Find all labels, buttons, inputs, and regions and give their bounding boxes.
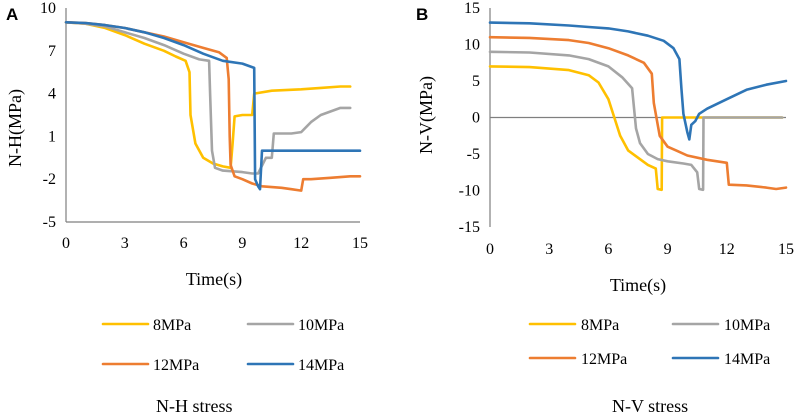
panel-b-series-line-10mpa bbox=[488, 50, 784, 192]
legend-a-14mpa-label: 14MPa bbox=[298, 357, 344, 374]
legend-b-14mpa-label: 14MPa bbox=[724, 351, 770, 368]
panel-a-y-axis-label: N-H(MPa) bbox=[5, 89, 26, 167]
panel-b-x-tick-label: 3 bbox=[545, 241, 553, 258]
panel-a-y-tick-label: 7 bbox=[48, 43, 56, 60]
panel-b-x-axis-label: Time(s) bbox=[610, 275, 666, 296]
panel-a-x-tick-label: 0 bbox=[62, 235, 70, 252]
panel-b-y-tick-label: -10 bbox=[459, 183, 480, 200]
legend-b-12mpa-label: 12MPa bbox=[581, 351, 627, 368]
panel-b-x-tick-label: 15 bbox=[778, 241, 794, 258]
panel-a-y-tick-label: -5 bbox=[43, 214, 56, 231]
panel-b-caption: N-V stress bbox=[612, 396, 688, 416]
panel-a-ticks: 10 7 4 1 -2 -5 0 3 6 9 12 15 bbox=[40, 0, 368, 252]
panel-a-caption: N-H stress bbox=[156, 396, 233, 416]
panel-b-y-axis-label: N-V(MPa) bbox=[416, 76, 437, 154]
legend-b-8mpa-label: 8MPa bbox=[581, 317, 619, 334]
panel-b-y-tick-label: -5 bbox=[467, 146, 480, 163]
legend-a-10mpa-label: 10MPa bbox=[298, 317, 344, 334]
panel-b-series-line-8mpa bbox=[488, 65, 784, 192]
panel-a-x-tick-label: 15 bbox=[352, 235, 368, 252]
panel-a-x-tick-label: 3 bbox=[121, 235, 129, 252]
panel-a-series-group bbox=[64, 20, 362, 192]
legend-a-8mpa-label: 8MPa bbox=[153, 317, 191, 334]
panel-a-x-tick-label: 12 bbox=[293, 235, 309, 252]
panel-b-x-tick-label: 0 bbox=[486, 241, 494, 258]
panel-b-series-line-14mpa bbox=[488, 21, 788, 141]
panel-b-legend: 8MPa 10MPa 12MPa 14MPa bbox=[528, 317, 770, 368]
legend-b-10mpa-label: 10MPa bbox=[724, 317, 770, 334]
panel-a-legend: 8MPa 10MPa 12MPa 14MPa bbox=[101, 317, 344, 374]
panel-b-y-tick-label: 10 bbox=[464, 37, 480, 54]
panel-a: A N-H(MPa) Time(s) 10 7 4 1 -2 -5 0 3 6 9 12 15 8MP… bbox=[5, 0, 368, 416]
panel-a-series-line-8mpa bbox=[64, 20, 352, 170]
panel-a-x-tick-label: 9 bbox=[238, 235, 246, 252]
panel-b-x-tick-label: 9 bbox=[664, 241, 672, 258]
panel-b-ticks: 15 10 5 0 -5 -10 -15 0 3 6 9 12 15 bbox=[459, 0, 794, 258]
panel-a-y-tick-label: -2 bbox=[43, 171, 56, 188]
panel-b-y-tick-label: 0 bbox=[472, 110, 480, 127]
panel-b-y-tick-label: -15 bbox=[459, 219, 480, 236]
panel-a-series-line-14mpa bbox=[64, 20, 362, 191]
panel-b-series-group bbox=[488, 21, 788, 192]
panel-b-y-tick-label: 5 bbox=[472, 73, 480, 90]
panel-a-series-line-10mpa bbox=[64, 20, 352, 175]
panel-b-letter: B bbox=[416, 5, 428, 24]
panel-a-x-tick-label: 6 bbox=[180, 235, 188, 252]
panel-a-y-tick-label: 10 bbox=[40, 0, 56, 17]
panel-a-x-axis-label: Time(s) bbox=[186, 269, 242, 290]
panel-b-x-tick-label: 12 bbox=[719, 241, 735, 258]
panel-a-y-tick-label: 4 bbox=[48, 86, 56, 103]
panel-b-y-tick-label: 15 bbox=[464, 0, 480, 17]
panel-b-x-tick-label: 6 bbox=[604, 241, 612, 258]
panel-a-letter: A bbox=[6, 5, 18, 24]
legend-a-12mpa-label: 12MPa bbox=[153, 357, 199, 374]
panel-a-y-tick-label: 1 bbox=[48, 128, 56, 145]
panel-b-series-line-12mpa bbox=[488, 35, 788, 191]
panel-a-series-line-12mpa bbox=[64, 20, 362, 192]
